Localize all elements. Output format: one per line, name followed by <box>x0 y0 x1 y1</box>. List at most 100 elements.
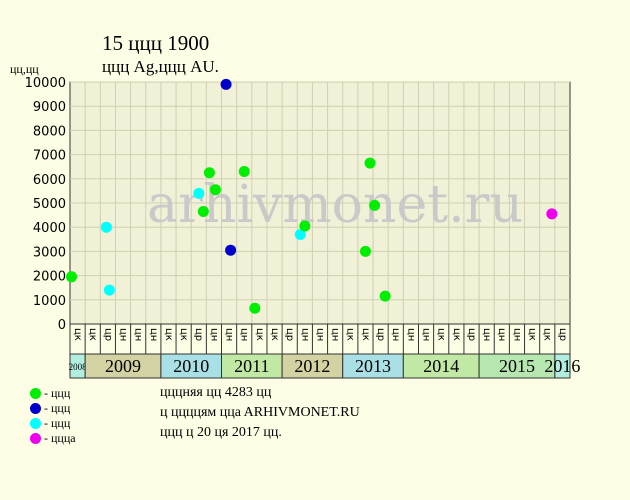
chart-title: 15 ццц 1900 <box>102 31 210 55</box>
legend-label: - ццц <box>44 401 71 415</box>
legend-label: - ццц <box>44 416 71 430</box>
data-points <box>66 78 558 314</box>
month-label: цр <box>193 328 204 341</box>
month-label: цк <box>178 328 189 341</box>
y-tick-label: 5000 <box>33 197 66 212</box>
month-label: цн <box>330 328 341 341</box>
y-tick-label: 0 <box>58 318 66 333</box>
data-point <box>238 166 250 178</box>
y-tick-label: 8000 <box>33 124 66 139</box>
month-label: цр <box>557 328 568 341</box>
data-point <box>209 184 221 196</box>
month-label: цк <box>163 328 174 341</box>
month-label: цн <box>299 328 310 341</box>
month-label: цк <box>254 328 265 341</box>
year-label: 2013 <box>355 356 391 376</box>
year-label: 2010 <box>173 356 209 376</box>
data-point <box>220 78 232 90</box>
y-tick-label: 7000 <box>33 149 66 164</box>
y-tick-label: 6000 <box>33 173 66 188</box>
month-label: цр <box>102 328 113 341</box>
legend-item-blue: - ццц <box>30 401 70 416</box>
month-labels: цк цк цр цн цн цн цк цк цр цн цн цн цк цк цр цн цн цн цк цк… <box>69 323 571 355</box>
month-label: цк <box>345 328 356 341</box>
data-point <box>103 284 115 296</box>
month-label: цк <box>269 328 280 341</box>
month-label: цр <box>375 328 386 341</box>
data-point <box>203 167 215 179</box>
month-label: цн <box>496 328 507 341</box>
month-label: цк <box>87 328 98 341</box>
month-label: цк <box>451 328 462 341</box>
year-label: 2014 <box>423 356 459 376</box>
month-label: цк <box>72 328 83 341</box>
month-label: цн <box>314 328 325 341</box>
year-label: 2016 <box>544 356 580 376</box>
year-band: 2008 2009 2010 2011 2012 2013 2014 2015 2016 <box>69 353 580 379</box>
month-label: цн <box>208 328 219 341</box>
year-label: 2012 <box>294 356 330 376</box>
data-point <box>364 157 376 169</box>
year-label: 2008 <box>69 362 88 372</box>
data-point <box>379 290 391 302</box>
y-tick-label: 1000 <box>33 294 66 309</box>
legend-label: - цццa <box>44 431 76 445</box>
month-label: цр <box>466 328 477 341</box>
month-label: цн <box>405 328 416 341</box>
legend-dot <box>30 388 41 399</box>
data-point <box>294 228 306 240</box>
info-average-price: цццняя цц 4283 цц <box>160 385 272 400</box>
y-tick-label: 4000 <box>33 221 66 236</box>
y-axis-unit: цц,цц <box>10 62 39 76</box>
info-date: ццц ц 20 ця 2017 цц. <box>160 425 282 440</box>
legend-label: - ццц <box>44 386 71 400</box>
data-point <box>225 244 237 256</box>
month-label: цк <box>436 328 447 341</box>
chart-subtitle: ццц Ag,ццц AU. <box>102 57 219 76</box>
data-point <box>359 245 371 257</box>
month-label: цк <box>542 328 553 341</box>
month-label: цк <box>527 328 538 341</box>
legend-item-magenta: - цццa <box>30 431 76 446</box>
month-label: цн <box>481 328 492 341</box>
watermark: arhivmonet.ru <box>147 175 523 235</box>
legend-dot <box>30 418 41 429</box>
data-point <box>197 205 209 217</box>
month-label: цн <box>224 328 235 341</box>
data-point <box>193 187 205 199</box>
year-cell <box>160 353 223 379</box>
y-tick-label: 2000 <box>33 270 66 285</box>
data-point <box>66 271 78 283</box>
data-point <box>369 199 381 211</box>
year-cell <box>554 353 571 379</box>
legend-item-cyan: - ццц <box>30 416 70 431</box>
y-tick-labels: 0 1000 2000 3000 4000 5000 6000 7000 8000 9000 100… <box>25 76 66 333</box>
month-label: цн <box>133 328 144 341</box>
month-label: цр <box>284 328 295 341</box>
year-cell <box>342 353 404 379</box>
legend-item-green: - ццц <box>30 386 70 401</box>
month-label: цн <box>511 328 522 341</box>
year-cell <box>84 353 162 379</box>
year-cell <box>221 353 283 379</box>
data-point <box>299 220 311 232</box>
year-label: 2011 <box>234 356 269 376</box>
data-point <box>546 208 558 220</box>
month-label: цн <box>239 328 250 341</box>
y-tick-label: 9000 <box>33 100 66 115</box>
legend-dot <box>30 433 41 444</box>
month-label: цн <box>390 328 401 341</box>
month-label: цн <box>148 328 159 341</box>
y-tick-label: 10000 <box>25 76 66 91</box>
month-label: цк <box>360 328 371 341</box>
info-source: ц ццццям ццa ARHIVMONET.RU <box>160 405 360 420</box>
data-point <box>249 302 261 314</box>
month-row <box>69 323 571 355</box>
year-cell <box>478 353 556 379</box>
legend-dot <box>30 403 41 414</box>
y-tick-label: 3000 <box>33 245 66 260</box>
month-label: цн <box>117 328 128 341</box>
data-point <box>100 221 112 233</box>
year-label: 2009 <box>105 356 141 376</box>
